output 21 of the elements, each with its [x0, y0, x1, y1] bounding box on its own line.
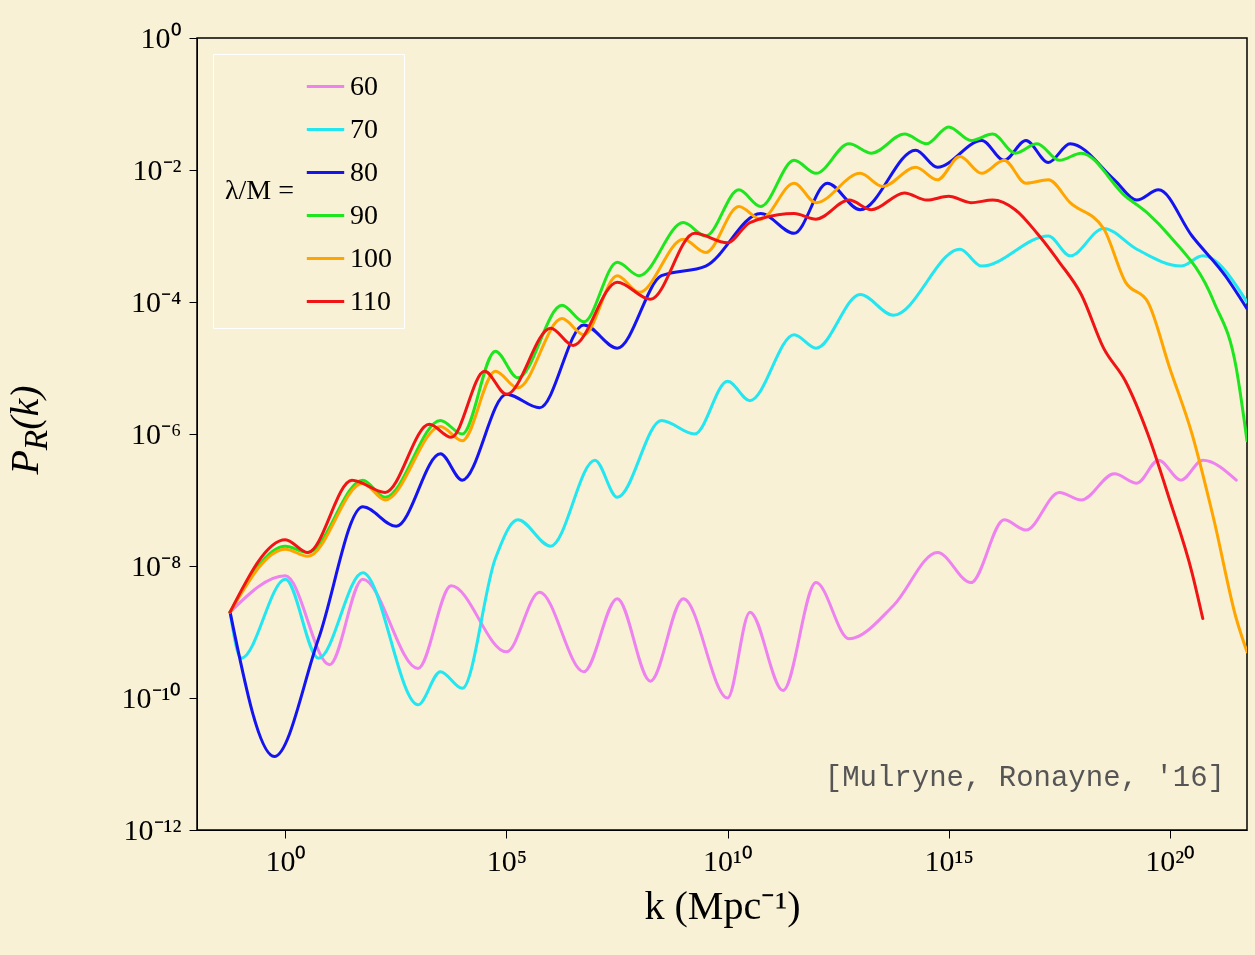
legend-label: 80 [350, 155, 378, 187]
y-tick-label: 10⁻¹² [123, 812, 182, 846]
y-tick-label: 10⁻² [132, 152, 182, 186]
x-tick-label: 10²⁰ [1145, 843, 1196, 877]
legend-label: 70 [350, 112, 378, 144]
legend-label: 100 [350, 241, 392, 273]
x-tick-label: 10¹⁵ [924, 843, 974, 877]
x-tick-label: 10⁵ [486, 843, 528, 877]
y-tick-label: 10⁻¹⁰ [121, 680, 182, 714]
y-tick-label: 10⁰ [140, 20, 182, 54]
y-tick-label: 10⁻⁸ [131, 548, 182, 582]
y-tick-label: 10⁻⁴ [131, 284, 182, 318]
legend-label: 90 [350, 198, 378, 230]
annotation: [Mulryne, Ronayne, '16] [824, 762, 1225, 795]
y-tick-label: 10⁻⁶ [131, 416, 182, 450]
legend-title: λ/M = [225, 174, 295, 205]
x-tick-label: 10¹⁰ [703, 843, 754, 877]
legend-label: 60 [350, 69, 378, 101]
x-axis-title: k (Mpc⁻¹) [644, 882, 801, 928]
legend-label: 110 [350, 284, 391, 316]
x-tick-label: 10⁰ [265, 843, 307, 877]
